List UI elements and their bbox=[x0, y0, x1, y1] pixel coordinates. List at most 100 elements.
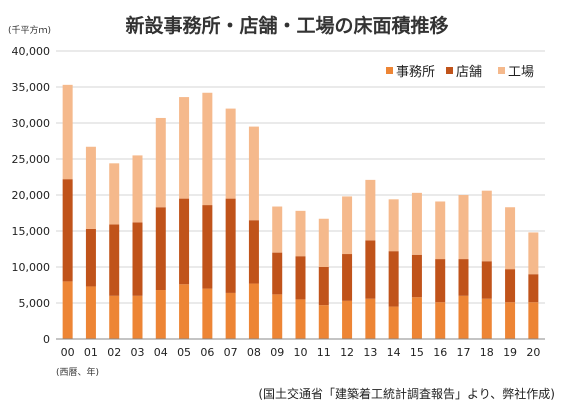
bar-segment bbox=[225, 108, 236, 199]
bar-segment bbox=[155, 207, 166, 291]
bar-segment bbox=[62, 84, 73, 180]
bar-segment bbox=[295, 256, 306, 300]
bar-segment bbox=[109, 295, 120, 339]
bar-segment bbox=[528, 232, 539, 275]
x-tick-label: 19 bbox=[503, 346, 517, 359]
bar-segment bbox=[85, 228, 96, 287]
x-tick-label: 07 bbox=[224, 346, 238, 359]
bar-segment bbox=[202, 92, 213, 206]
legend-label: 工場 bbox=[508, 65, 534, 80]
x-axis-label: (西暦、年) bbox=[56, 366, 99, 378]
x-tick-label: 20 bbox=[526, 346, 540, 359]
y-axis-ticks: 0 5,000 10,000 15,000 20,000 25,000 30,000 35,0… bbox=[12, 45, 51, 346]
bar-segment bbox=[365, 298, 376, 339]
bar-segment bbox=[179, 198, 190, 285]
bar-segment bbox=[342, 196, 353, 255]
x-tick-label: 00 bbox=[61, 346, 75, 359]
bar-segment bbox=[435, 201, 446, 260]
bar-segment bbox=[248, 283, 259, 339]
source-note: (国土交通省「建築着工統計調査報告」より、弊社作成) bbox=[258, 386, 555, 401]
bar-segment bbox=[365, 240, 376, 299]
bar-segment bbox=[132, 222, 143, 296]
bars bbox=[62, 84, 539, 339]
bar-segment bbox=[272, 252, 283, 295]
y-tick-label: 5,000 bbox=[19, 297, 51, 310]
bar-segment bbox=[388, 199, 399, 252]
y-tick-label: 35,000 bbox=[12, 81, 51, 94]
x-tick-label: 05 bbox=[177, 346, 191, 359]
legend-swatch bbox=[446, 67, 453, 74]
bar-segment bbox=[272, 294, 283, 339]
bar-segment bbox=[109, 224, 120, 296]
bar-segment bbox=[179, 284, 190, 339]
bar-segment bbox=[85, 146, 96, 229]
bar-segment bbox=[411, 254, 422, 298]
x-tick-label: 14 bbox=[387, 346, 401, 359]
legend-swatch bbox=[386, 67, 393, 74]
bar-segment bbox=[272, 206, 283, 253]
bar-segment bbox=[365, 179, 376, 241]
bar-segment bbox=[295, 210, 306, 257]
bar-segment bbox=[435, 302, 446, 339]
bar-segment bbox=[62, 179, 73, 282]
bar-segment bbox=[528, 274, 539, 303]
bar-segment bbox=[342, 254, 353, 301]
bar-segment bbox=[458, 195, 469, 260]
bar-segment bbox=[528, 302, 539, 339]
bar-segment bbox=[318, 267, 329, 306]
y-tick-label: 20,000 bbox=[12, 189, 51, 202]
x-tick-label: 06 bbox=[200, 346, 214, 359]
bar-segment bbox=[225, 198, 236, 293]
bar-segment bbox=[481, 261, 492, 299]
y-tick-label: 30,000 bbox=[12, 117, 51, 130]
y-tick-label: 25,000 bbox=[12, 153, 51, 166]
bar-segment bbox=[318, 305, 329, 339]
x-axis-ticks: 00 01 02 03 04 05 06 07 08 09 10 11 12 13 14 15 16 17 18 19… bbox=[61, 346, 541, 359]
x-tick-label: 08 bbox=[247, 346, 261, 359]
bar-segment bbox=[458, 295, 469, 339]
legend-swatch bbox=[498, 67, 505, 74]
x-tick-label: 04 bbox=[154, 346, 168, 359]
y-tick-label: 15,000 bbox=[12, 225, 51, 238]
bar-segment bbox=[318, 218, 329, 267]
bar-segment bbox=[411, 192, 422, 255]
x-tick-label: 12 bbox=[340, 346, 354, 359]
bar-segment bbox=[202, 288, 213, 339]
bar-segment bbox=[458, 259, 469, 296]
bar-segment bbox=[225, 292, 236, 339]
chart-title: 新設事務所・店舗・工場の床面積推移 bbox=[125, 14, 448, 37]
x-tick-label: 16 bbox=[433, 346, 447, 359]
bar-segment bbox=[132, 295, 143, 339]
legend: 事務所 店舗 工場 bbox=[386, 65, 534, 80]
bar-segment bbox=[202, 205, 213, 289]
x-tick-label: 13 bbox=[363, 346, 377, 359]
bar-segment bbox=[109, 163, 120, 225]
bar-segment bbox=[295, 299, 306, 339]
bar-segment bbox=[505, 269, 516, 303]
x-tick-label: 18 bbox=[480, 346, 494, 359]
bar-segment bbox=[342, 300, 353, 339]
bar-segment bbox=[85, 286, 96, 339]
x-tick-label: 11 bbox=[317, 346, 331, 359]
legend-label: 店舗 bbox=[456, 65, 482, 80]
bar-segment bbox=[411, 297, 422, 339]
bar-segment bbox=[481, 298, 492, 339]
x-tick-label: 17 bbox=[457, 346, 471, 359]
bar-segment bbox=[155, 290, 166, 339]
bar-segment bbox=[155, 117, 166, 208]
bar-segment bbox=[248, 220, 259, 284]
x-tick-label: 15 bbox=[410, 346, 424, 359]
bar-segment bbox=[62, 281, 73, 339]
bar-segment bbox=[179, 97, 190, 199]
bar-segment bbox=[132, 155, 143, 223]
x-tick-label: 02 bbox=[107, 346, 121, 359]
bar-segment bbox=[505, 207, 516, 270]
bar-segment bbox=[435, 259, 446, 303]
legend-label: 事務所 bbox=[396, 65, 435, 80]
x-tick-label: 10 bbox=[294, 346, 308, 359]
x-tick-label: 03 bbox=[131, 346, 145, 359]
y-tick-label: 10,000 bbox=[12, 261, 51, 274]
x-tick-label: 01 bbox=[84, 346, 98, 359]
y-unit-label: (千平方ｍ) bbox=[8, 24, 51, 36]
